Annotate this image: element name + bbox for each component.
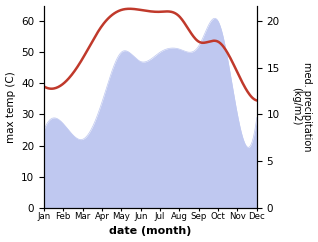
Y-axis label: max temp (C): max temp (C): [5, 71, 16, 143]
Y-axis label: med. precipitation
(kg/m2): med. precipitation (kg/m2): [291, 62, 313, 151]
X-axis label: date (month): date (month): [109, 227, 191, 236]
